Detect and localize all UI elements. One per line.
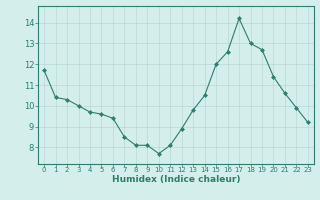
X-axis label: Humidex (Indice chaleur): Humidex (Indice chaleur): [112, 175, 240, 184]
